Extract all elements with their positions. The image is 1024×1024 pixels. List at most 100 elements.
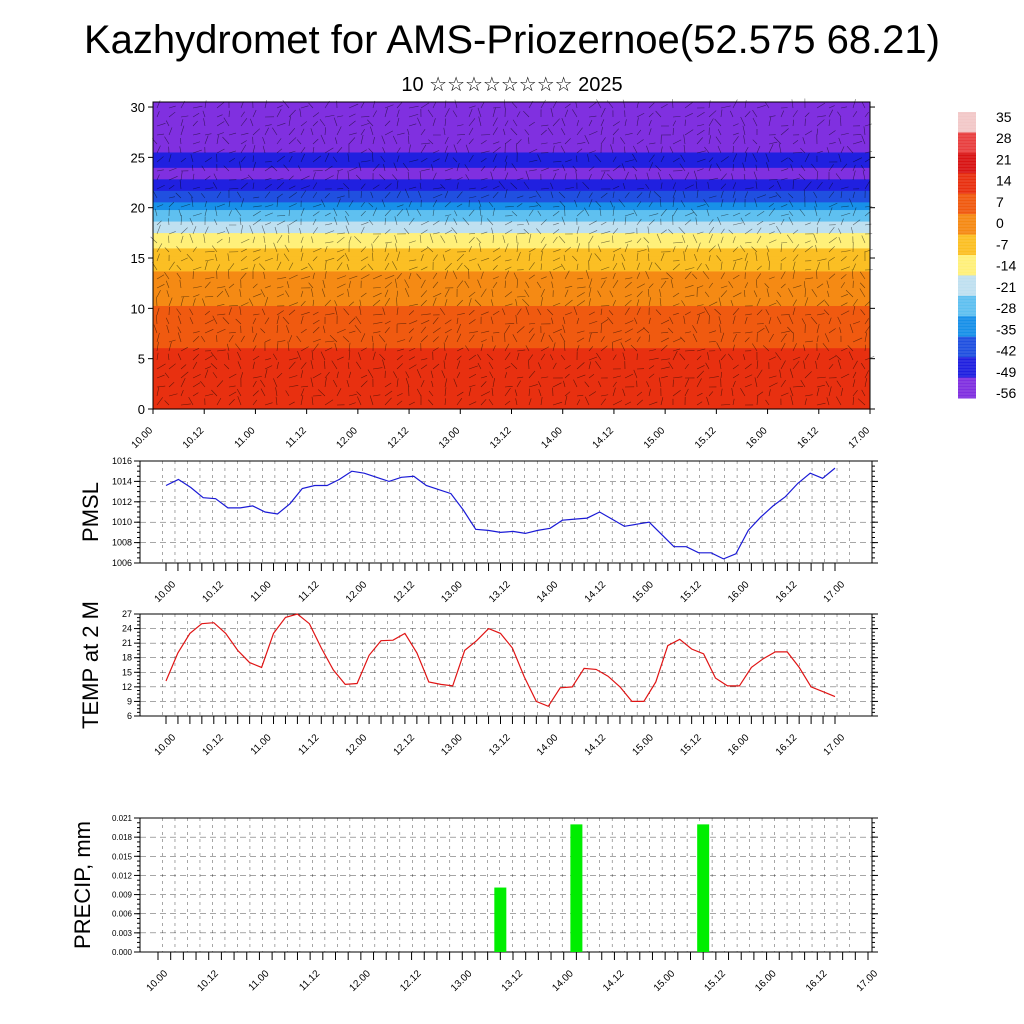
heatmap-band [153, 109, 870, 115]
pmsl-series-line [165, 467, 836, 560]
heatmap-y-tick-label: 25 [131, 150, 145, 165]
pmsl-x-tick-label: 12.00 [344, 579, 370, 605]
pmsl-y-tick-label: 1006 [112, 558, 132, 568]
precip-x-tick-label: 15.00 [652, 968, 678, 994]
pmsl-x-tick-label: 13.00 [439, 579, 465, 605]
heatmap-band [153, 102, 870, 107]
heatmap-band [153, 282, 870, 287]
temp-x-tick-label: 11.12 [297, 732, 322, 757]
precip-x-tick-label: 13.12 [500, 968, 526, 994]
temp-x-tick-label: 13.12 [487, 732, 513, 758]
heatmap-band [153, 155, 870, 161]
chart-subtitle: 10 ☆☆☆☆☆☆☆☆ 2025 [401, 74, 623, 96]
precip-y-tick-label: 0.018 [112, 833, 133, 842]
heatmap-band [153, 347, 870, 353]
heatmap-band [153, 297, 870, 303]
heatmap-band [153, 405, 870, 410]
pmsl-x-tick-label: 10.12 [200, 579, 226, 605]
precip-y-tick-label: 0.000 [112, 948, 133, 957]
heatmap-band [153, 247, 870, 253]
temp-x-tick-label: 16.12 [774, 732, 800, 758]
heatmap-band [153, 159, 870, 164]
pmsl-y-tick-label: 1012 [112, 497, 132, 507]
heatmap-band [153, 194, 870, 199]
pmsl-y-tick-label: 1014 [112, 476, 132, 486]
heatmap-band [153, 274, 870, 280]
heatmap-band [153, 121, 870, 126]
precip-x-tick-label: 11.12 [297, 968, 322, 993]
pmsl-x-tick-label: 11.12 [297, 579, 322, 604]
heatmap-x-tick-label: 10.12 [181, 425, 207, 451]
heatmap-band [153, 197, 870, 203]
colorbar-label: -28 [996, 300, 1016, 316]
heatmap-band [153, 336, 870, 341]
colorbar-swatch [958, 316, 976, 338]
precip-x-tick-label: 16.12 [804, 968, 830, 994]
pmsl-y-axis-label: PMSL [78, 482, 103, 542]
colorbar-swatch [958, 152, 976, 174]
heatmap-x-tick-label: 14.00 [539, 425, 565, 451]
temp-panel: TEMP at 2 M 6 9 12 15 18 21 24 27 10.00 10.12 11.00… [78, 601, 878, 758]
heatmap-x-tick-label: 15.00 [642, 425, 668, 451]
heatmap-band [153, 401, 870, 406]
colorbar-label: 7 [996, 194, 1004, 210]
heatmap-band [153, 313, 870, 318]
heatmap-band [153, 385, 870, 391]
heatmap-band [153, 217, 870, 222]
temp-x-tick-label: 16.00 [726, 732, 752, 758]
heatmap-band [153, 167, 870, 172]
chart-title: Kazhydromet for AMS-Priozernoe(52.575 68… [84, 18, 940, 62]
colorbar-label: 0 [996, 215, 1004, 231]
pmsl-y-tick-label: 1008 [112, 538, 132, 548]
pmsl-x-tick-label: 14.12 [583, 579, 609, 605]
pmsl-x-tick-label: 10.00 [153, 579, 179, 605]
heatmap-band [153, 374, 870, 379]
pmsl-frame [139, 460, 873, 564]
heatmap-x-tick-label: 17.00 [847, 425, 873, 451]
pmsl-panel: PMSL 1006 1008 1010 1012 1014 1016 10.00 10.12 11… [78, 456, 878, 605]
temp-x-tick-label: 12.12 [392, 732, 418, 758]
precip-x-tick-label: 14.12 [601, 968, 627, 994]
precip-x-tick-label: 17.00 [855, 968, 881, 994]
heatmap-x-tick-label: 12.00 [335, 425, 361, 451]
colorbar-label: -42 [996, 343, 1016, 359]
precip-x-tick-label: 13.00 [449, 968, 475, 994]
colorbar-swatch [958, 132, 976, 154]
temp-y-tick-label: 12 [122, 682, 132, 692]
colorbar-swatch [958, 295, 976, 317]
pmsl-x-tick-label: 11.00 [249, 579, 274, 604]
heatmap-band [153, 136, 870, 141]
heatmap-band [153, 324, 870, 330]
heatmap-band [153, 270, 870, 276]
heatmap-band [153, 174, 870, 180]
heatmap-band [153, 240, 870, 245]
heatmap-band [153, 263, 870, 268]
heatmap-band [153, 163, 870, 168]
colorbar-label: -35 [996, 321, 1016, 337]
heatmap-band [153, 182, 870, 188]
heatmap-band [153, 393, 870, 399]
heatmap-band [153, 178, 870, 184]
pmsl-x-tick-label: 15.12 [678, 579, 704, 605]
heatmap-band [153, 105, 870, 111]
heatmap-band [153, 236, 870, 241]
heatmap-y-tick-label: 5 [138, 352, 145, 367]
colorbar-label: 21 [996, 151, 1012, 167]
temp-x-tick-label: 14.12 [583, 732, 609, 758]
colorbar-label: -49 [996, 364, 1016, 380]
heatmap-band [153, 251, 870, 257]
colorbar-swatch [958, 173, 976, 195]
temp-x-tick-label: 17.00 [822, 732, 848, 758]
heatmap-band [153, 309, 870, 314]
heatmap-band [153, 171, 870, 176]
heatmap-band [153, 359, 870, 364]
heatmap-band [153, 255, 870, 260]
temp-y-tick-label: 15 [122, 667, 132, 677]
colorbar-swatch [958, 357, 976, 379]
heatmap-x-tick-label: 12.12 [386, 425, 412, 451]
precip-panel: PRECIP, mm 0.000 0.003 0.006 0.009 0.012 0.015… [70, 814, 880, 994]
temp-series-line [165, 613, 836, 708]
heatmap-band [153, 186, 870, 191]
colorbar-label: -7 [996, 236, 1009, 252]
